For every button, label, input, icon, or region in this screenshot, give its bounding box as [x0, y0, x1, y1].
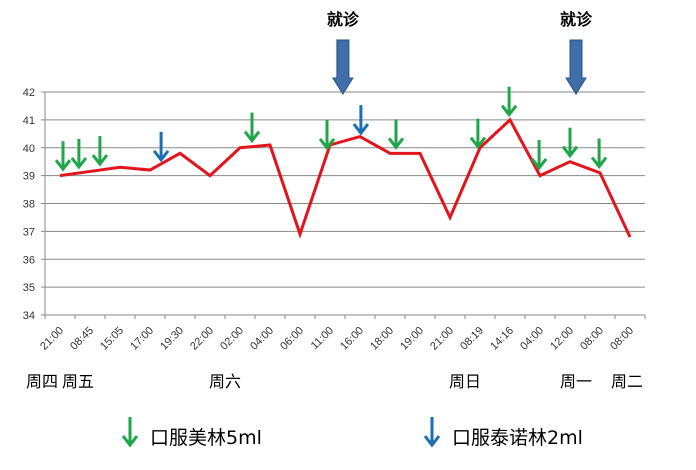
y-tick-label: 42 [23, 87, 35, 99]
arrow-head [352, 123, 370, 136]
arrow-head [152, 149, 170, 163]
legend-label: 口服美林5ml [150, 427, 262, 449]
meilin-arrow-icon [561, 127, 579, 159]
x-tick-label: 19:30 [158, 325, 186, 353]
y-tick-label: 34 [23, 310, 35, 322]
meilin-arrow-icon [590, 138, 608, 169]
x-tick-label: 06:00 [278, 325, 306, 353]
arrow-head [70, 157, 88, 170]
meilin-arrow-icon [530, 139, 548, 171]
tainuolin-arrow-icon [352, 105, 370, 136]
x-tick-label: 15:05 [98, 325, 126, 353]
arrow-head [530, 158, 548, 171]
x-tick-label: 14:16 [488, 325, 516, 353]
day-label: 周六 [209, 372, 241, 391]
y-tick-label: 36 [23, 254, 35, 266]
x-tick-label: 18:00 [368, 325, 396, 353]
arrow-head [54, 159, 72, 172]
x-tick-label: 17:00 [128, 325, 156, 353]
arrow-head [91, 154, 109, 167]
y-tick-label: 35 [23, 282, 35, 294]
x-tick-label: 08:19 [458, 325, 486, 353]
x-tick-label: 02:00 [218, 325, 246, 353]
meilin-arrow-icon [500, 86, 518, 118]
y-tick-label: 40 [23, 143, 35, 155]
y-tick-label: 38 [23, 199, 35, 211]
x-tick-label: 22:00 [188, 325, 216, 353]
y-tick-label: 39 [23, 171, 35, 183]
day-label: 周二 [611, 372, 643, 391]
arrow-head [469, 136, 487, 150]
day-label: 周一 [560, 372, 592, 391]
legend-label: 口服泰诺林2ml [452, 427, 583, 449]
meilin-arrow-icon [54, 141, 72, 172]
tainuolin-arrow-icon [152, 131, 170, 163]
meilin-arrow-icon [243, 112, 261, 144]
x-tick-label: 08:45 [68, 325, 96, 353]
visit-arrow-icon [565, 39, 587, 95]
meilin-arrow-icon [91, 136, 109, 167]
day-label: 周四 [26, 372, 58, 391]
arrow-head [121, 435, 139, 448]
visit-label: 就诊 [560, 10, 593, 29]
x-tick-label: 12:00 [548, 325, 576, 353]
x-tick-label: 08:00 [608, 325, 636, 353]
arrow-head [423, 435, 441, 448]
x-tick-label: 19:00 [398, 325, 426, 353]
arrow-head [500, 104, 518, 118]
x-tick-label: 16:00 [338, 325, 366, 353]
day-label: 周日 [449, 372, 481, 391]
visit-label: 就诊 [327, 10, 360, 29]
day-label: 周五 [62, 372, 94, 391]
x-tick-label: 04:00 [518, 325, 546, 353]
meilin-arrow-icon [469, 118, 487, 150]
temperature-line [59, 117, 632, 239]
visit-arrow-icon [331, 39, 354, 95]
arrow-head [318, 137, 336, 151]
meilin-arrow-icon [70, 138, 88, 170]
arrow-head [387, 137, 405, 150]
x-tick-label: 08:00 [578, 325, 606, 353]
x-tick-label: 04:00 [248, 325, 276, 353]
x-tick-label: 11:00 [309, 325, 336, 352]
arrow-head [590, 156, 608, 169]
tainuolin-legend-icon [423, 417, 441, 448]
x-tick-label: 21:00 [428, 325, 456, 353]
meilin-legend-icon [121, 417, 139, 448]
arrow-head [243, 130, 261, 144]
y-tick-label: 37 [23, 226, 35, 238]
meilin-arrow-icon [387, 119, 405, 150]
arrow-head [561, 145, 579, 159]
y-tick-label: 41 [23, 115, 35, 127]
meilin-arrow-icon [318, 119, 336, 151]
x-tick-label: 21:00 [38, 325, 66, 353]
